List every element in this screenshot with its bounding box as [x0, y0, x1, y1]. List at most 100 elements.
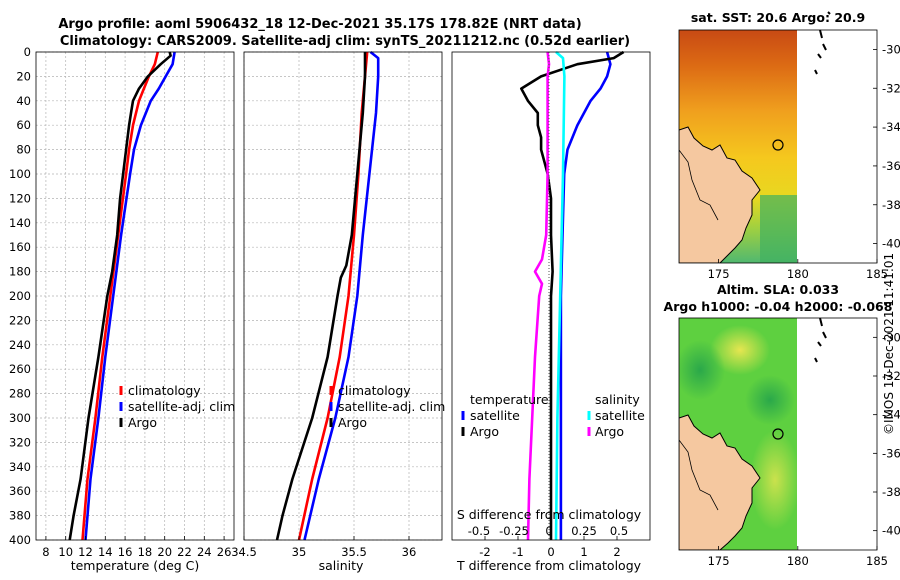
depth-tick-label: 360 [9, 484, 31, 498]
depth-tick-label: 340 [9, 460, 31, 474]
sla-land-north-island [679, 414, 761, 550]
depth-tick-label: 200 [9, 289, 31, 303]
depth-tick-label: 60 [16, 118, 31, 132]
map-lat-tick-label: -38 [882, 485, 900, 499]
x-tick-label: 16 [118, 545, 133, 559]
series-line-argo [275, 52, 367, 541]
series-line-argo [68, 51, 172, 541]
series-line-temperature-argo [519, 50, 625, 540]
depth-tick-label: 0 [24, 45, 31, 59]
temp-legend-climatology: climatology [128, 383, 201, 398]
diff-legend-salinity-title: salinity [595, 392, 640, 407]
x-tick-label: 20 [157, 545, 172, 559]
map-lat-tick-label: -32 [882, 81, 900, 95]
temp-legend-satellite: satellite-adj. clim [128, 399, 235, 414]
figure-title-line2: Climatology: CARS2009. Satellite-adj cli… [60, 34, 630, 49]
sla-map-title-line1: Altim. SLA: 0.033 [717, 282, 839, 297]
map-lon-tick-label: 185 [866, 267, 888, 281]
imos-watermark: ©IMOS 17-Dec-2021 11:41:01 [882, 253, 896, 435]
sla-map-axes [678, 317, 878, 551]
sst-land-north-island [679, 126, 761, 263]
sla-high-patch [710, 325, 770, 375]
sst-coast-contour [679, 149, 719, 221]
x-tick-label: 35.5 [341, 545, 367, 559]
sst-green-patch [760, 195, 797, 263]
series-line-salinity-argo [526, 51, 551, 541]
x-tick-label: 1 [580, 545, 587, 559]
temp-legend-argo: Argo [128, 415, 157, 430]
x-tick-label: 36 [402, 545, 417, 559]
x-tick-label: 14 [98, 545, 113, 559]
series-line-satellite-adj-clim [303, 50, 380, 541]
map-lat-tick-label: -40 [882, 524, 900, 538]
map-lon-tick-label: 175 [708, 267, 730, 281]
depth-tick-label: 220 [9, 313, 31, 327]
map-lat-tick-label: -30 [882, 330, 900, 344]
temperature-panel: 8 10 12 14 16 18 20 22 24 26 0 20 40 60 80 100 120 140 16… [9, 45, 235, 573]
salinity-panel: 34.5 35 35.5 36 salinity climatology satell… [231, 50, 445, 573]
depth-tick-label: 280 [9, 387, 31, 401]
x-tick-label: 8 [42, 545, 49, 559]
s-tick-label: -0.5 [468, 524, 490, 538]
temperature-axes [35, 51, 235, 541]
depth-tick-label: 140 [9, 216, 31, 230]
x-tick-label: 18 [138, 545, 153, 559]
sla-coast-contour [679, 439, 719, 511]
x-tick-label: 22 [177, 545, 192, 559]
difference-panel: -2 -1 0 1 2 -0.5 -0.25 0 0.25 0.5 S difference f… [451, 50, 651, 573]
sla-map-title-line2: Argo h1000: -0.04 h2000: -0.068 [664, 299, 893, 314]
depth-tick-label: 80 [16, 143, 31, 157]
salinity-axes [243, 51, 443, 541]
sal-legend-satellite: satellite-adj. clim [338, 399, 445, 414]
depth-tick-label: 120 [9, 191, 31, 205]
x-tick-label: 34.5 [231, 545, 257, 559]
depth-tick-label: 240 [9, 338, 31, 352]
sla-argo-position-marker [772, 428, 784, 440]
series-line-climatology [81, 51, 160, 541]
t-difference-label: T difference from climatology [456, 558, 642, 573]
sal-legend-argo: Argo [338, 415, 367, 430]
x-tick-label: 2 [613, 545, 620, 559]
s-tick-label: 0.5 [610, 524, 628, 538]
s-difference-label: S difference from climatology [457, 507, 642, 522]
depth-tick-label: 160 [9, 240, 31, 254]
diff-legend-s-argo: Argo [595, 424, 624, 439]
map-lon-tick-label: 180 [787, 554, 809, 568]
series-line-temperature-satellite [559, 51, 612, 540]
depth-tick-label: 320 [9, 435, 31, 449]
map-lat-tick-label: -34 [882, 120, 900, 134]
map-lat-tick-label: -36 [882, 446, 900, 460]
x-tick-label: 0 [547, 545, 554, 559]
x-tick-label: -2 [479, 545, 490, 559]
sla-map-panel: Altim. SLA: 0.033 Argo h1000: -0.04 h200… [664, 282, 900, 568]
depth-tick-label: 100 [9, 167, 31, 181]
series-line-salinity-satellite [554, 51, 566, 541]
sla-low-patch [679, 340, 725, 400]
x-tick-label: 35 [292, 545, 307, 559]
depth-tick-label: 180 [9, 265, 31, 279]
sla-kermadec-islands [814, 317, 827, 363]
x-tick-label: 26 [217, 545, 232, 559]
map-lon-tick-label: 185 [866, 554, 888, 568]
sla-low-patch-east [745, 375, 795, 425]
x-tick-label: 12 [78, 545, 93, 559]
map-lat-tick-label: -36 [882, 159, 900, 173]
depth-tick-label: 380 [9, 509, 31, 523]
sst-argo-position-marker [772, 139, 784, 151]
map-lon-tick-label: 180 [787, 267, 809, 281]
depth-tick-label: 260 [9, 362, 31, 376]
depth-tick-label: 300 [9, 411, 31, 425]
series-line-satellite-adj-clim [84, 51, 176, 541]
diff-legend-temperature-title: temperature [470, 392, 549, 407]
temperature-xlabel: temperature (deg C) [71, 558, 200, 573]
map-lat-tick-label: -30 [882, 42, 900, 56]
salinity-xlabel: salinity [319, 558, 364, 573]
x-tick-label: 24 [197, 545, 212, 559]
map-lat-tick-label: -40 [882, 237, 900, 251]
depth-tick-label: 400 [9, 533, 31, 547]
map-lat-tick-label: -34 [882, 408, 900, 422]
diff-legend-t-satellite: satellite [470, 408, 520, 423]
map-lon-tick-label: 175 [708, 554, 730, 568]
diff-legend-t-argo: Argo [470, 424, 499, 439]
